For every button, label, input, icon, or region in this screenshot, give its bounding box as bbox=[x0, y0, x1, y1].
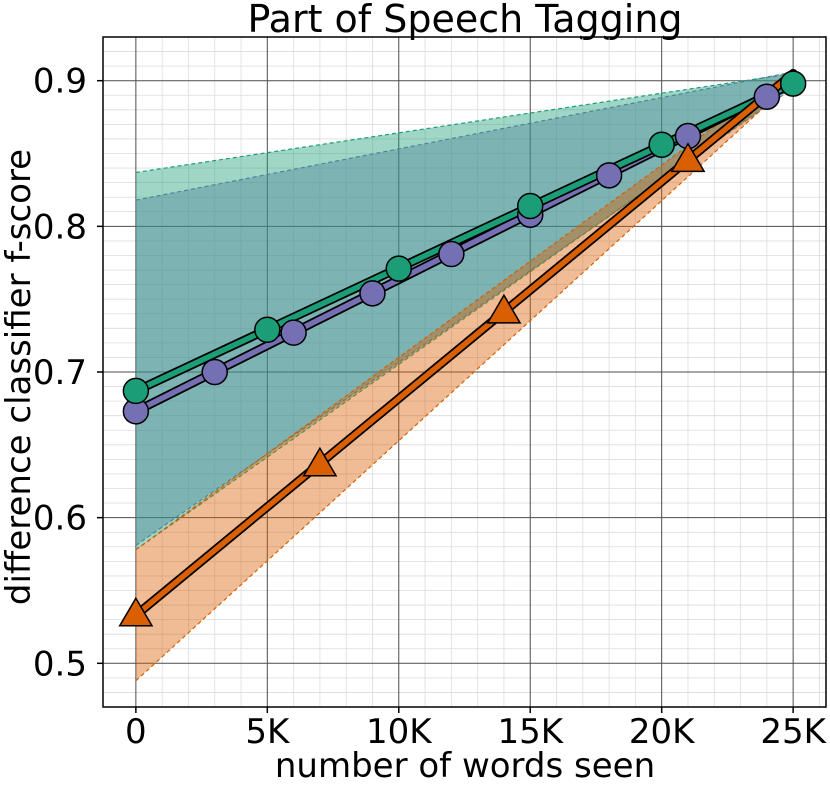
triangle-marker bbox=[486, 293, 522, 324]
data-markers bbox=[118, 70, 807, 627]
y-axis-label: difference classifier f-score bbox=[0, 149, 39, 605]
circle-marker bbox=[122, 377, 150, 405]
confidence-band bbox=[135, 69, 794, 681]
triangle-marker bbox=[670, 142, 706, 173]
x-tick-label: 0 bbox=[125, 712, 147, 752]
y-tick-label: 0.7 bbox=[33, 353, 87, 393]
x-tick-label: 15K bbox=[497, 712, 564, 752]
x-tick-label: 5K bbox=[245, 712, 291, 752]
circle-marker bbox=[359, 280, 386, 307]
grid bbox=[103, 36, 826, 708]
x-axis-label: number of words seen bbox=[275, 746, 655, 785]
x-tick-label: 25K bbox=[760, 712, 827, 752]
circle-marker bbox=[385, 255, 413, 282]
y-tick-label: 0.9 bbox=[33, 62, 87, 102]
circle-marker bbox=[595, 162, 623, 189]
band-upper-edge bbox=[135, 68, 794, 551]
circle-marker bbox=[438, 240, 465, 268]
y-tick-label: 0.5 bbox=[33, 644, 87, 684]
chart-title: Part of Speech Tagging bbox=[247, 0, 682, 41]
circle-marker bbox=[779, 70, 807, 97]
circle-marker bbox=[254, 316, 281, 344]
circle-marker bbox=[648, 131, 675, 159]
band-upper-edge bbox=[135, 72, 794, 174]
x-tick-label: 10K bbox=[366, 712, 433, 752]
confidence-band bbox=[135, 73, 794, 550]
x-tick-label: 20K bbox=[629, 712, 696, 752]
y-tick-label: 0.6 bbox=[33, 499, 87, 539]
band-lower-edge bbox=[135, 86, 794, 551]
circle-marker bbox=[280, 319, 307, 346]
triangle-marker bbox=[118, 596, 154, 627]
band-lower-edge bbox=[135, 80, 794, 682]
y-tick-label: 0.8 bbox=[33, 207, 87, 247]
confidence-bands bbox=[135, 68, 794, 682]
circle-marker bbox=[201, 358, 228, 386]
circle-marker bbox=[516, 192, 544, 220]
tick-labels: 0 5K 10K 15K 20K 25K 0.5 0.6 0.7 0.8 0.9 bbox=[33, 62, 828, 752]
triangle-marker bbox=[302, 446, 338, 477]
circle-marker bbox=[753, 83, 781, 110]
